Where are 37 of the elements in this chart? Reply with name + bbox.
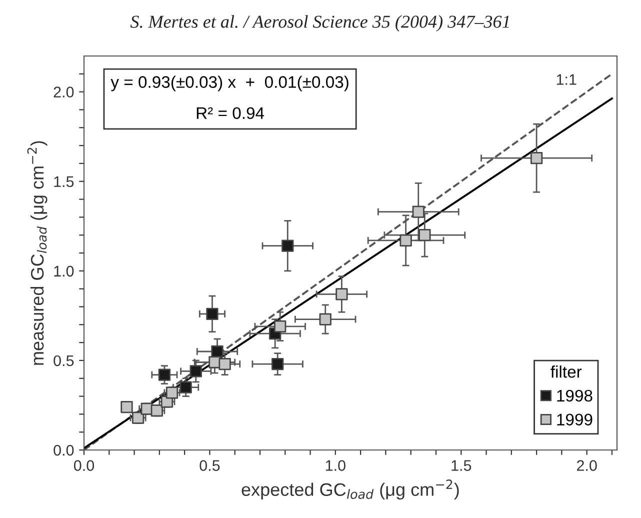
point — [208, 356, 221, 368]
legend-title: filter — [550, 366, 582, 378]
x-tick-label: 0.5 — [200, 460, 220, 471]
point — [120, 400, 133, 414]
point — [158, 368, 171, 381]
y-tick-label: 1.0 — [54, 266, 74, 277]
annotation: 1:1 — [556, 74, 576, 85]
point — [319, 313, 332, 326]
point — [336, 288, 348, 300]
x-tick-label: 0.0 — [74, 460, 94, 471]
point — [530, 152, 543, 164]
x-axis-title: expected GC$_{load}$ (μg cm$^{−2}$) — [242, 480, 459, 500]
point — [282, 240, 294, 252]
annotation: R² = 0.94 — [196, 107, 264, 120]
point — [190, 365, 202, 378]
point — [418, 229, 431, 242]
legend-label: 1998 — [557, 390, 592, 402]
y-tick-label: 1.5 — [54, 176, 74, 188]
point — [218, 358, 231, 370]
x-tick-label: 1.5 — [452, 460, 472, 471]
point — [412, 206, 424, 218]
x-tick-label: 2.0 — [576, 460, 597, 471]
text: S. Mertes et al. / Aerosol Science 35 (2004) 347–361 — [130, 15, 509, 32]
point — [272, 358, 284, 370]
annotation: y = 0.93(±0.03) x + 0.01(±0.03) — [110, 76, 348, 92]
y-axis-title: measured GC$_{load}$ (μg cm$^{−2}$) — [27, 141, 48, 365]
point — [150, 404, 163, 417]
point — [180, 381, 192, 394]
point — [211, 345, 224, 358]
y-tick-label: 2.0 — [54, 86, 74, 98]
y-tick-label: 0.5 — [54, 355, 74, 366]
y-tick-label: 0.0 — [54, 444, 74, 456]
point — [274, 320, 286, 332]
point — [206, 308, 218, 320]
x-tick-label: 1.0 — [326, 460, 346, 471]
legend-label: 1999 — [557, 414, 592, 426]
point — [400, 234, 412, 247]
